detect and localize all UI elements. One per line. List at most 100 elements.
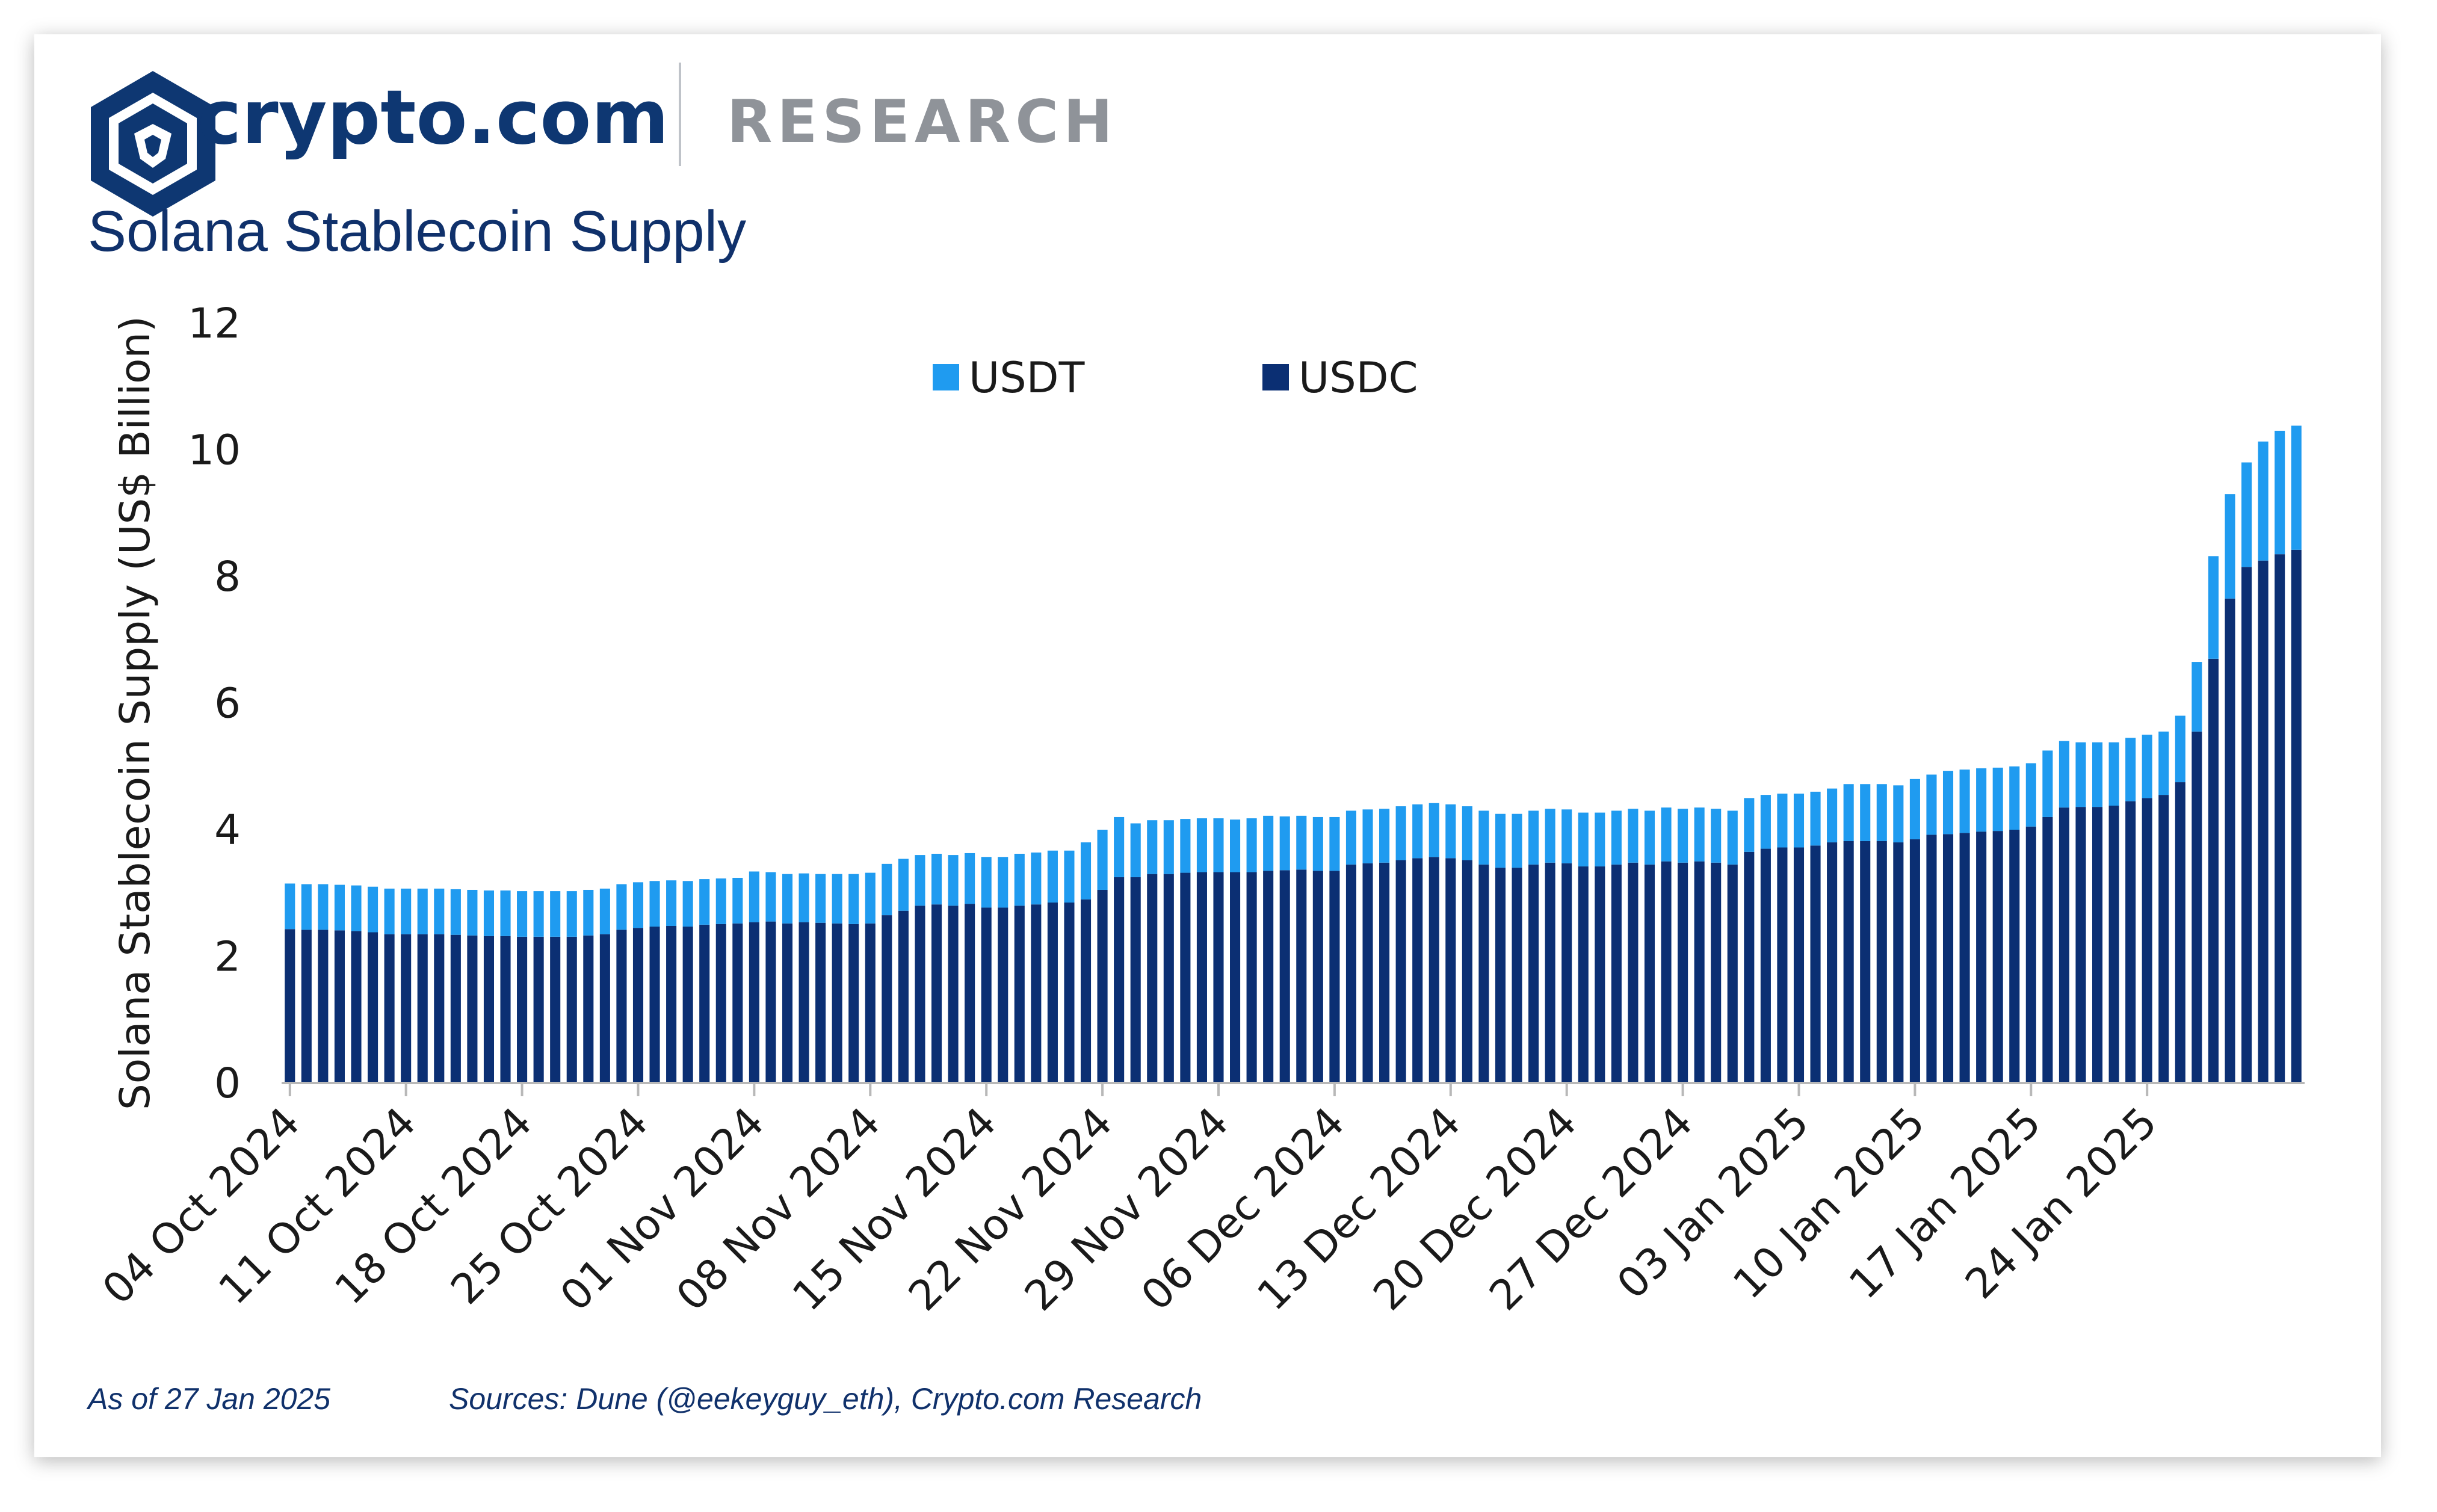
bar-usdt	[2075, 742, 2086, 807]
bar-usdt	[1279, 816, 1290, 871]
bar-usdt	[1395, 806, 1406, 860]
bar-usdc	[1942, 834, 1954, 1083]
bar-usdc	[368, 932, 378, 1083]
bar-usdt	[1462, 806, 1472, 860]
bar-usdc	[2208, 658, 2219, 1083]
bar-usdt	[1180, 819, 1191, 873]
bar-usdt	[599, 888, 610, 934]
y-tick-label: 6	[214, 680, 241, 728]
bar-usdt	[931, 853, 942, 905]
bar-usdc	[1196, 872, 1207, 1083]
bar-usdc	[1827, 842, 1838, 1083]
bar-usdc	[1263, 871, 1274, 1083]
x-tick-label: 04 Oct 2024	[94, 1098, 309, 1313]
bar-usdc	[2092, 807, 2103, 1083]
bar-usdt	[1661, 807, 1672, 862]
bar-usdc	[848, 924, 859, 1083]
bar-usdc	[566, 936, 577, 1083]
bar-usdt	[1014, 853, 1025, 906]
bar-usdc	[2108, 806, 2119, 1083]
bar-usdt	[2158, 731, 2169, 795]
bar-usdc	[1429, 857, 1439, 1083]
bar-usdc	[384, 934, 395, 1083]
bar-usdc	[749, 922, 759, 1083]
bar-usdc	[1312, 871, 1323, 1083]
section-label: RESEARCH	[727, 88, 1118, 156]
bar-usdc	[1080, 899, 1092, 1083]
crypto-com-logo-icon	[91, 71, 215, 217]
bar-usdc	[1031, 904, 1042, 1083]
bar-usdt	[1031, 852, 1042, 905]
bar-usdc	[1180, 872, 1191, 1083]
bar-usdt	[334, 884, 345, 931]
bar-usdt	[1512, 813, 1522, 868]
bar-usdt	[1793, 794, 1805, 848]
bar-usdc	[915, 906, 925, 1083]
y-tick-label: 0	[214, 1060, 241, 1108]
bar-usdt	[1379, 809, 1390, 863]
bar-usdc	[434, 934, 445, 1083]
bar-usdc	[1114, 877, 1125, 1083]
bar-usdt	[1876, 784, 1887, 841]
bar-usdc	[1163, 874, 1174, 1083]
y-tick-label: 12	[188, 300, 241, 348]
bar-usdt	[1843, 784, 1854, 841]
bar-usdt	[616, 884, 627, 930]
bar-usdc	[798, 922, 809, 1083]
bar-usdc	[2025, 826, 2036, 1083]
bar-usdt	[2108, 742, 2119, 806]
bar-usdt	[1312, 816, 1323, 871]
bar-usdc	[2059, 807, 2069, 1083]
legend-usdt-label: USDT	[969, 353, 1085, 403]
bar-usdc	[1628, 862, 1639, 1083]
bar-usdt	[1114, 816, 1125, 877]
bar-usdc	[682, 927, 693, 1083]
bar-usdt	[517, 891, 528, 937]
x-tick-label: 08 Nov 2024	[667, 1098, 889, 1320]
bar-usdt	[301, 884, 312, 930]
bar-usdc	[1130, 877, 1141, 1083]
bar-usdc	[285, 929, 295, 1083]
bar-usdt	[1595, 812, 1605, 867]
bar-usdc	[1694, 861, 1705, 1083]
bar-usdt	[1047, 850, 1058, 903]
bar-usdt	[2241, 462, 2252, 567]
x-tick-label: 15 Nov 2024	[783, 1098, 1005, 1320]
bar-usdt	[1992, 767, 2003, 832]
bar-usdc	[981, 907, 992, 1083]
bar-usdc	[318, 930, 329, 1083]
bar-usdc	[815, 922, 826, 1083]
bar-usdc	[666, 925, 677, 1083]
bar-usdc	[2291, 549, 2302, 1083]
bar-usdt	[550, 891, 561, 937]
bar-usdt	[666, 880, 677, 926]
bar-usdt	[1860, 784, 1871, 841]
bar-usdt	[2208, 556, 2219, 659]
bar-usdt	[2092, 742, 2103, 807]
bar-usdt	[998, 857, 1008, 908]
bar-usdt	[948, 855, 959, 906]
bar-usdc	[882, 915, 892, 1083]
bar-usdt	[483, 890, 495, 936]
bar-usdt	[965, 853, 975, 904]
bar-usdt	[1727, 810, 1738, 865]
bar-usdt	[699, 879, 710, 925]
bar-usdt	[1263, 815, 1274, 871]
bar-usdt	[1163, 820, 1174, 874]
bar-usdc	[2009, 830, 2020, 1083]
bar-usdt	[2125, 738, 2136, 801]
bar-usdc	[1760, 848, 1771, 1083]
bar-usdc	[2175, 782, 2185, 1083]
bar-usdt	[401, 888, 412, 934]
bar-usdt	[368, 886, 378, 933]
bar-usdt	[832, 874, 842, 924]
bar-usdc	[1462, 860, 1472, 1083]
bar-usdc	[632, 928, 644, 1083]
bar-usdt	[1130, 823, 1141, 877]
bar-usdc	[2042, 816, 2053, 1083]
legend-usdc-swatch	[1262, 364, 1289, 390]
bar-usdt	[1097, 830, 1108, 890]
bar-usdt	[898, 859, 909, 911]
bar-usdc	[1528, 864, 1539, 1083]
